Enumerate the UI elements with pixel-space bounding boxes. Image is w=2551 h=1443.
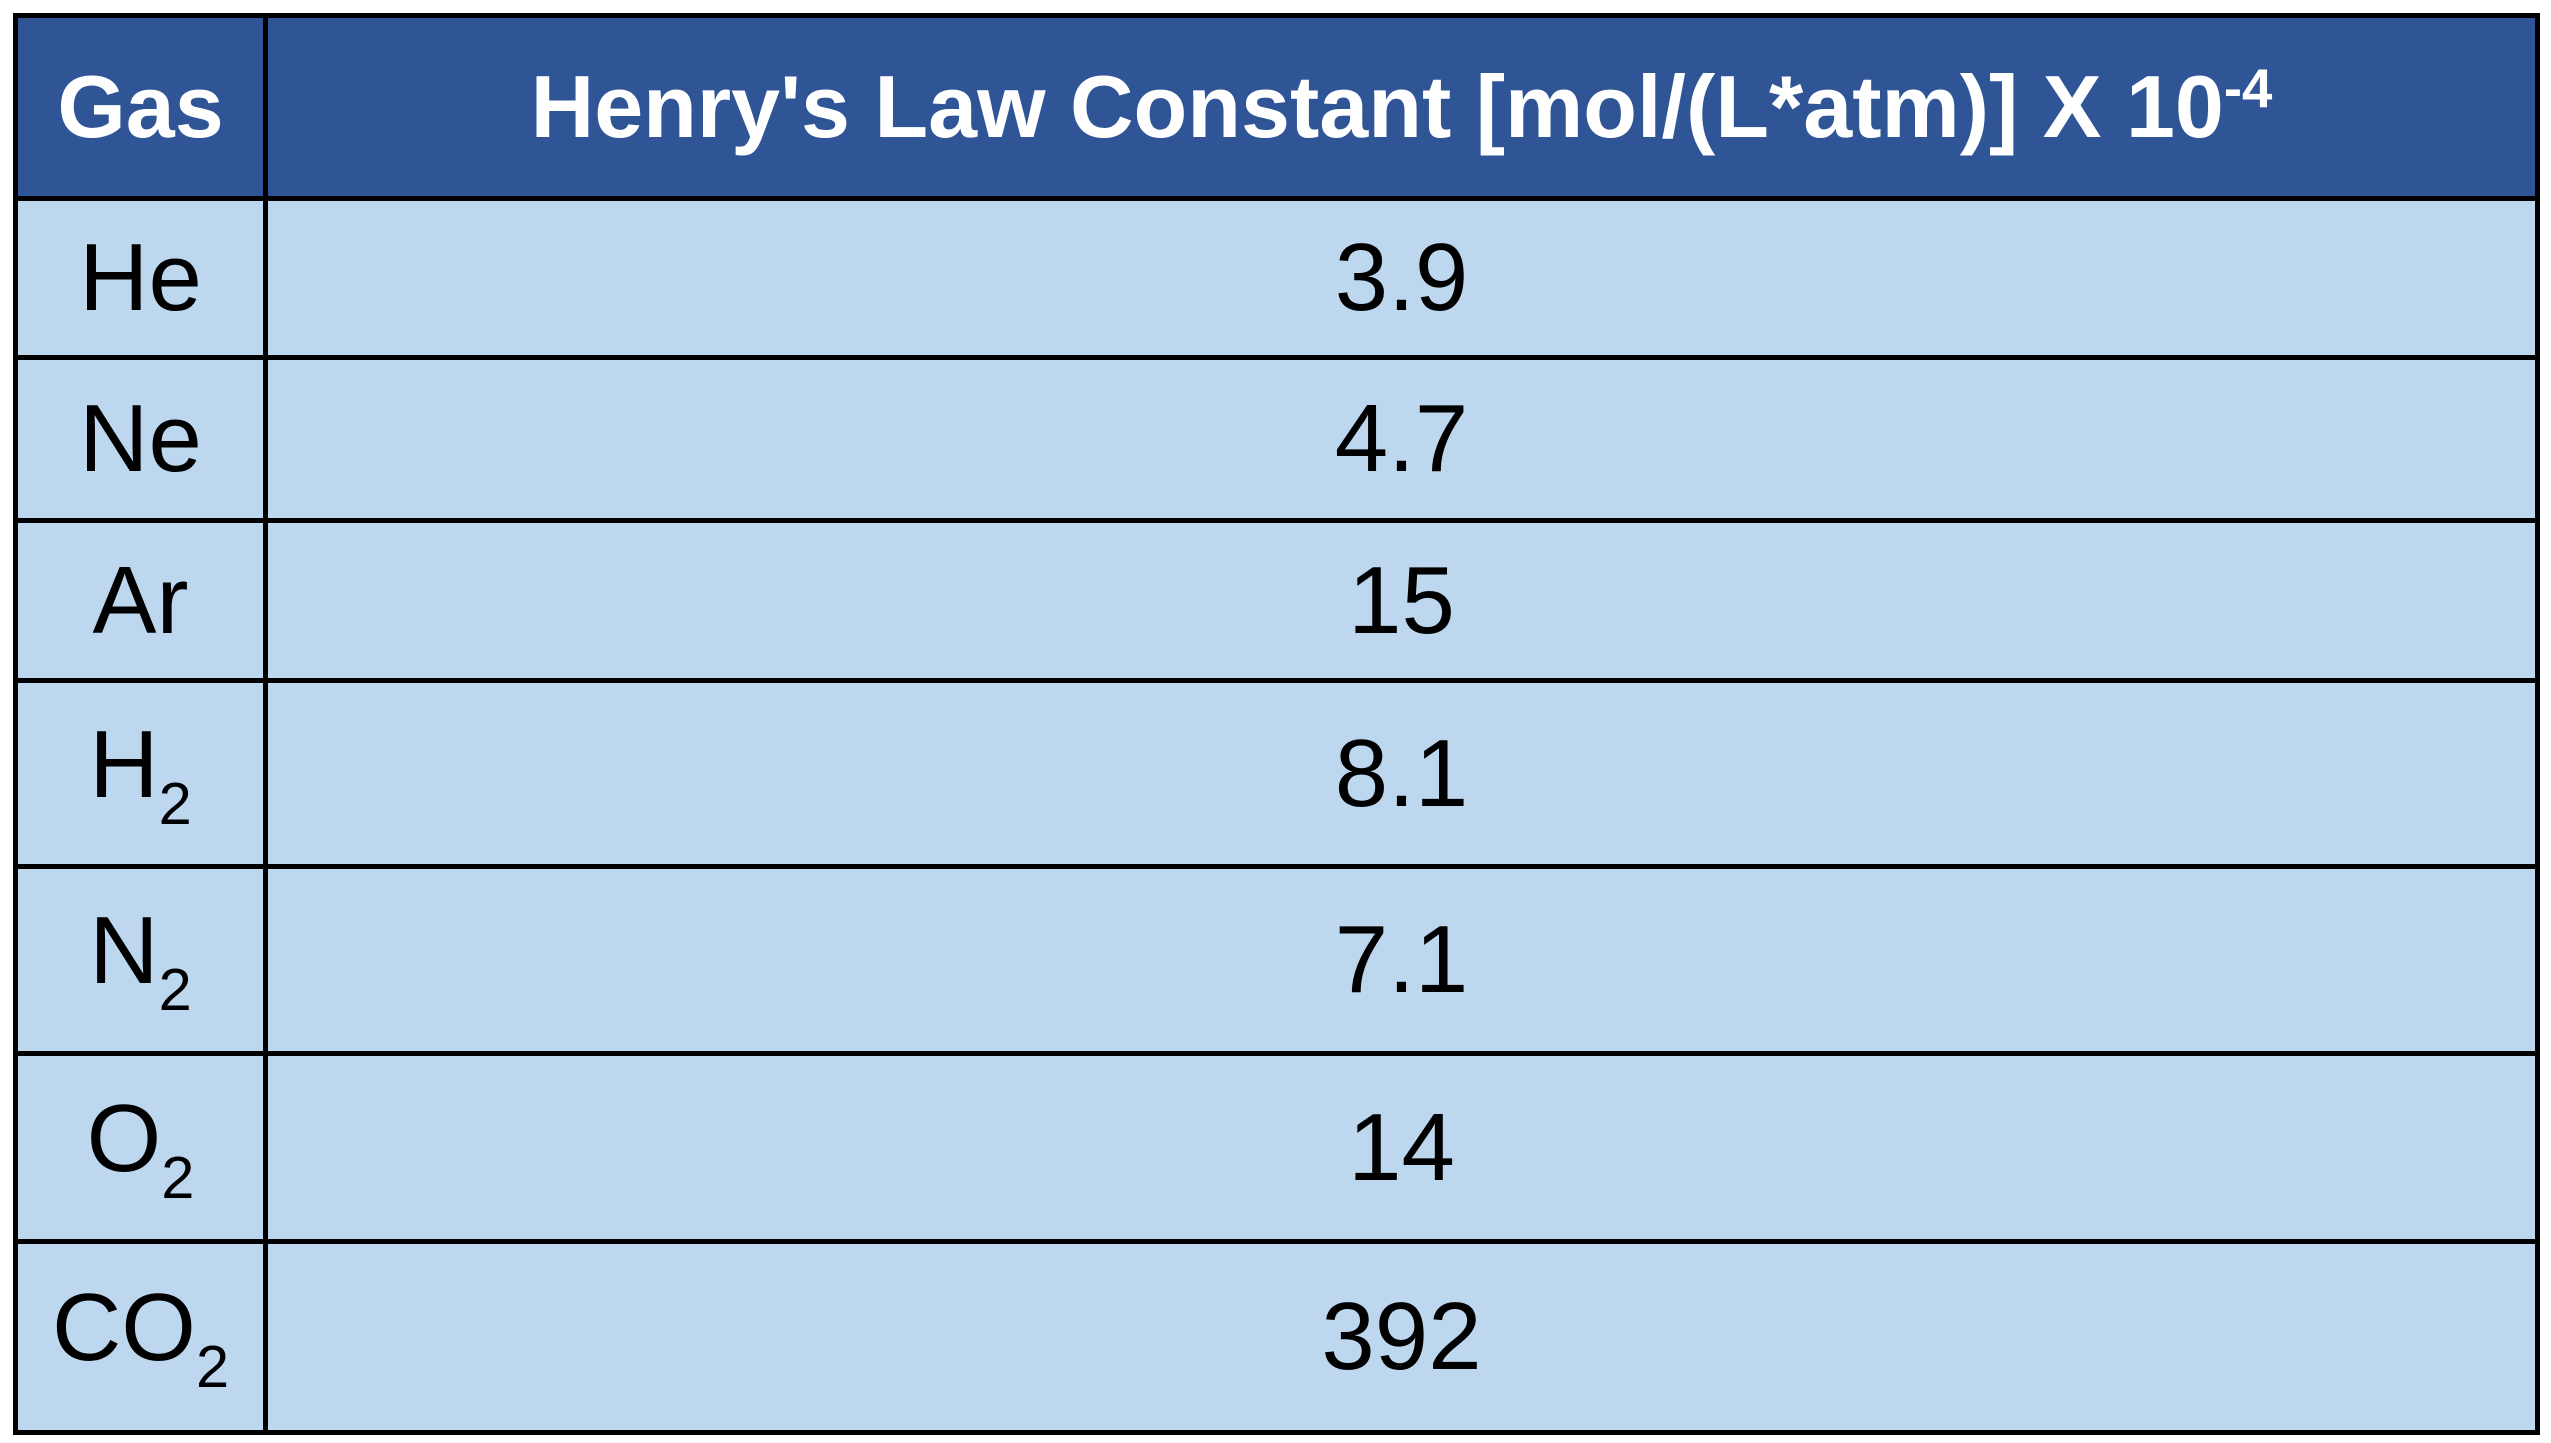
constant-value: 7.1 — [1334, 906, 1469, 1013]
constant-value: 15 — [1348, 546, 1455, 654]
constant-cell: 7.1 — [263, 864, 2540, 1056]
gas-subscript: 2 — [161, 1143, 195, 1211]
table-head: Gas Henry's Law Constant [mol/(L*atm)] X… — [13, 13, 2540, 201]
gas-cell: CO2 — [13, 1239, 268, 1435]
table-row: Ar 15 — [13, 518, 2540, 683]
constant-value: 3.9 — [1334, 224, 1469, 331]
table-row: CO2 392 — [13, 1239, 2540, 1435]
constant-cell: 392 — [263, 1239, 2540, 1435]
constant-value: 8.1 — [1334, 719, 1469, 827]
gas-name: CO — [51, 1274, 196, 1382]
header-row: Gas Henry's Law Constant [mol/(L*atm)] X… — [13, 13, 2540, 201]
table-row: Ne 4.7 — [13, 355, 2540, 523]
gas-cell: Ne — [13, 355, 268, 523]
gas-subscript: 2 — [158, 769, 192, 837]
gas-subscript: 2 — [195, 1332, 230, 1400]
constant-value: 4.7 — [1334, 385, 1469, 492]
constant-cell: 4.7 — [263, 355, 2540, 523]
constant-value: 392 — [1321, 1283, 1482, 1390]
table-body: He 3.9 Ne 4.7 Ar 15 H2 8.1 N2 7.1 O2 14 CO2 392 — [13, 196, 2540, 1435]
header-cell: Gas — [13, 13, 268, 201]
gas-name: H — [89, 710, 159, 818]
gas-cell: O2 — [13, 1051, 268, 1244]
table-row: He 3.9 — [13, 196, 2540, 360]
header-superscript: -4 — [2223, 58, 2273, 119]
table-row: H2 8.1 — [13, 678, 2540, 869]
gas-cell: N2 — [13, 864, 268, 1056]
constant-cell: 3.9 — [263, 196, 2540, 360]
gas-cell: He — [13, 196, 268, 360]
gas-cell: H2 — [13, 678, 268, 869]
gas-cell: Ar — [13, 518, 268, 683]
gas-subscript: 2 — [158, 955, 192, 1023]
table-row: O2 14 — [13, 1051, 2540, 1244]
constant-cell: 15 — [263, 518, 2540, 683]
henry-table: Gas Henry's Law Constant [mol/(L*atm)] X… — [13, 13, 2540, 1435]
constant-cell: 8.1 — [263, 678, 2540, 869]
table-row: N2 7.1 — [13, 864, 2540, 1056]
header-text: Gas — [57, 57, 224, 156]
gas-name: N — [89, 897, 159, 1005]
gas-name: Ne — [79, 385, 202, 492]
header-text: Henry's Law Constant [mol/(L*atm)] X 10 — [530, 57, 2224, 156]
gas-name: He — [79, 224, 202, 331]
header-cell: Henry's Law Constant [mol/(L*atm)] X 10-… — [263, 13, 2540, 201]
constant-cell: 14 — [263, 1051, 2540, 1244]
gas-name: O — [86, 1084, 162, 1192]
gas-name: Ar — [92, 546, 189, 654]
constant-value: 14 — [1348, 1093, 1455, 1201]
